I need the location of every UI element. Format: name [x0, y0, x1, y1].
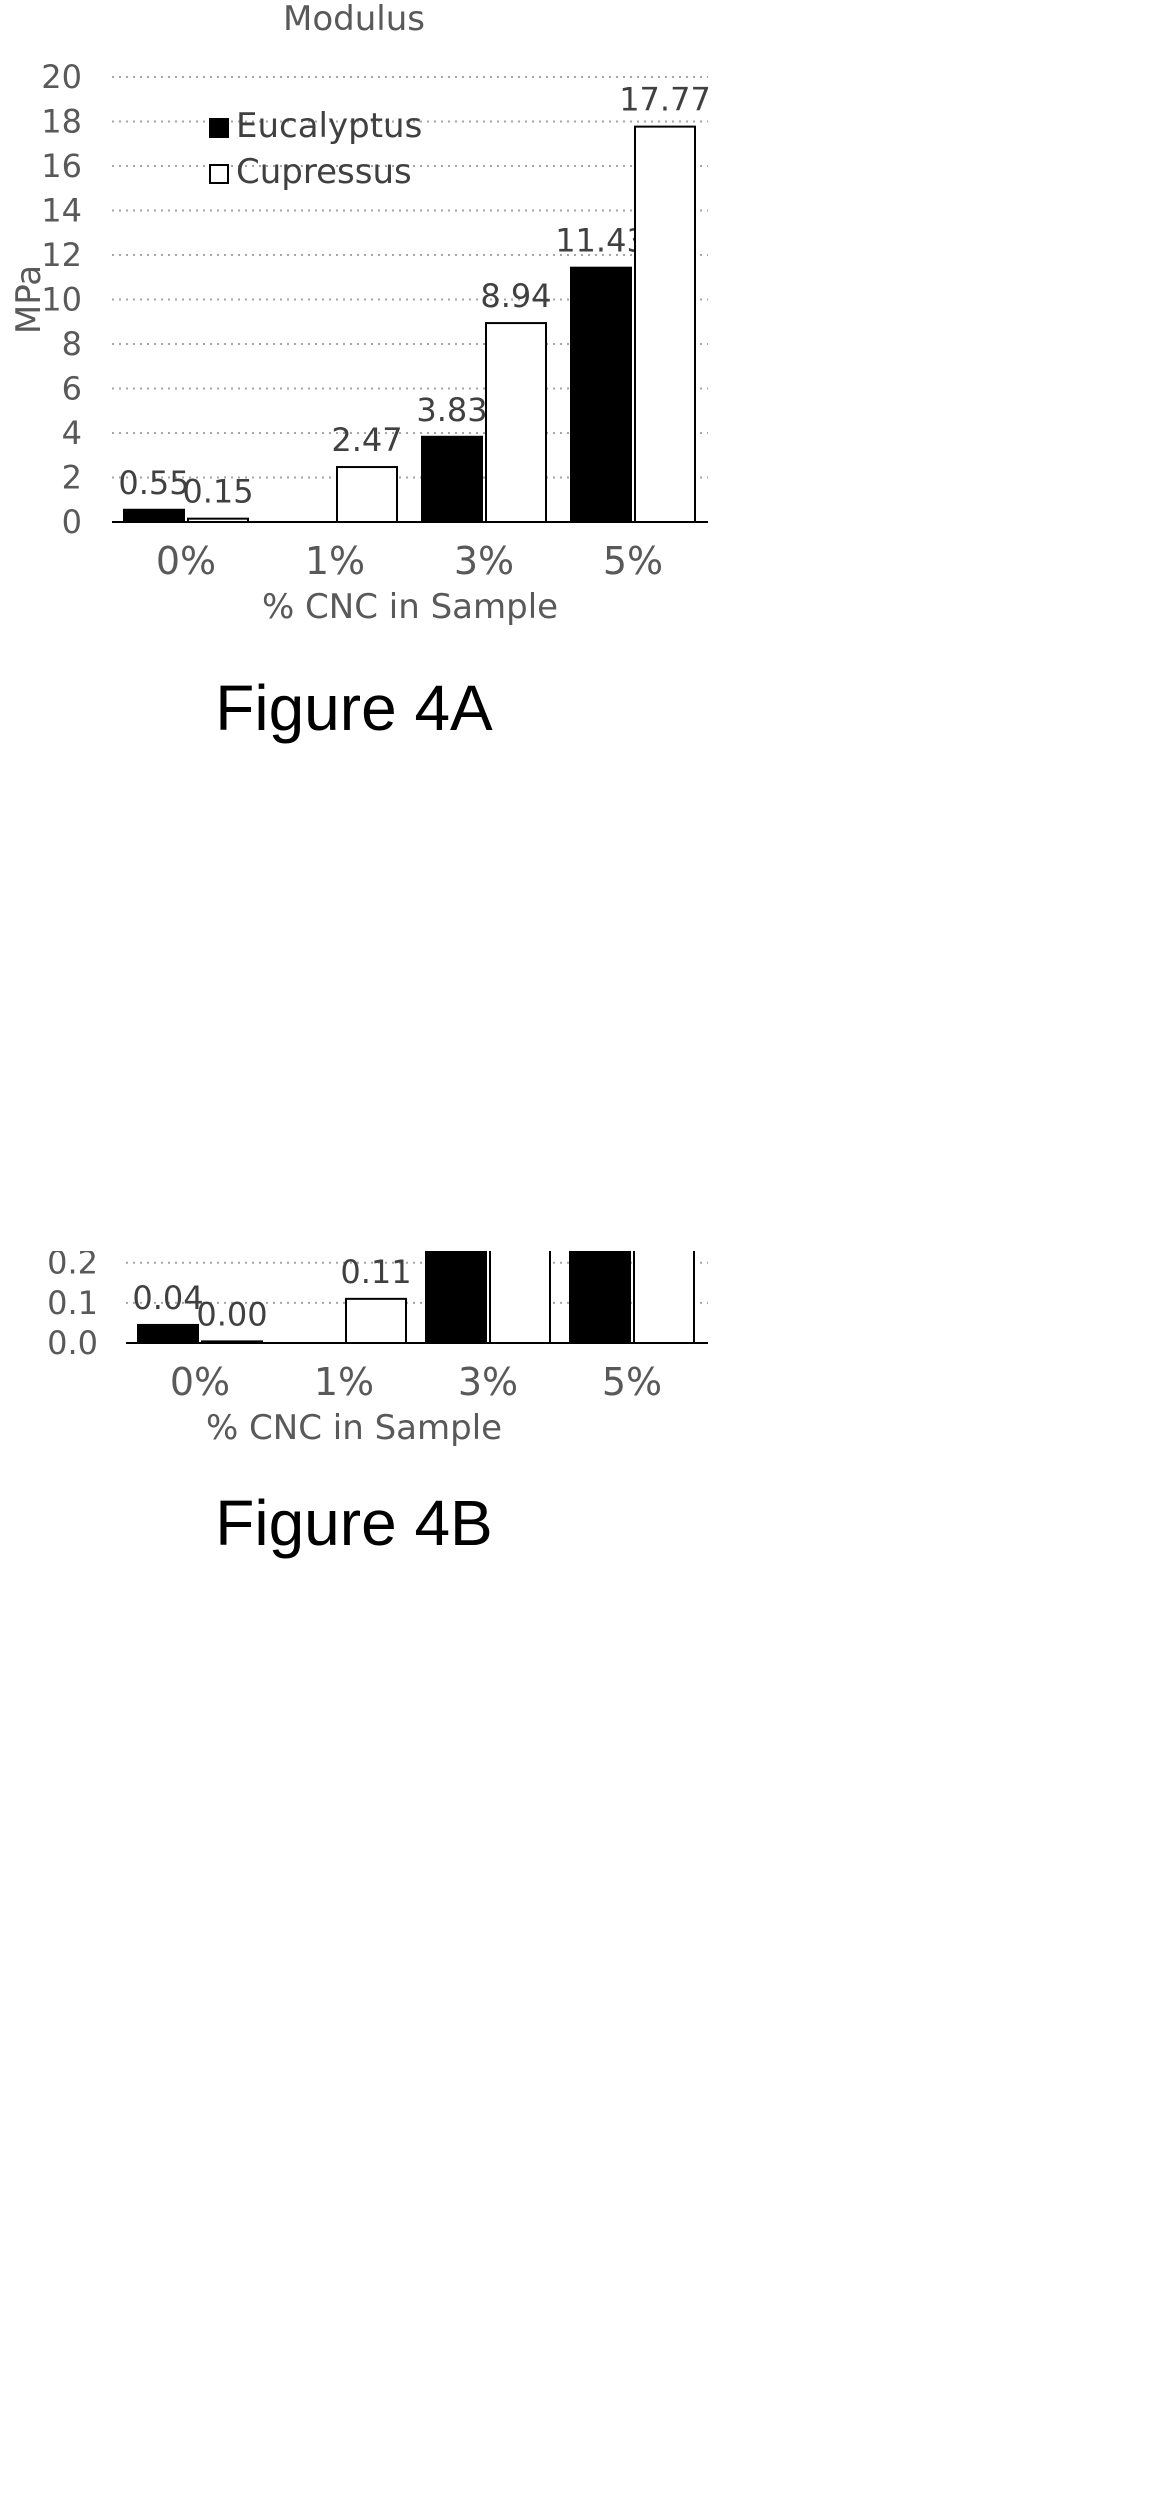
y-tick-label: 0.2	[47, 1251, 98, 1282]
legend-label-cupressus: Cupressus	[236, 152, 412, 192]
x-tick-label: 3%	[458, 1360, 518, 1404]
y-tick-label: 16	[41, 147, 82, 185]
data-label: 17.77	[619, 81, 711, 119]
x-tick-label: 3%	[454, 539, 514, 583]
y-tick-label: 0.0	[47, 1324, 98, 1362]
x-tick-label: 5%	[603, 539, 663, 583]
bar-eucalyptus-3	[570, 266, 632, 523]
figure-caption: Figure 4A	[215, 672, 493, 744]
y-tick-label: 12	[41, 236, 82, 274]
data-label: 0.04	[132, 1279, 203, 1317]
compressive-stress-chart: Compressive stress at Maximum Compressiv…	[47, 1251, 708, 1559]
bar-cupressus-3	[634, 125, 696, 524]
bar-cupressus-2	[485, 322, 547, 523]
data-label: 8.94	[480, 277, 551, 315]
x-axis-label: % CNC in Sample	[206, 1408, 502, 1448]
x-axis-label: % CNC in Sample	[262, 587, 558, 627]
y-tick-label: 0	[62, 503, 82, 541]
data-label: 0.15	[182, 473, 253, 511]
y-tick-label: 14	[41, 192, 82, 230]
y-tick-label: 10	[41, 281, 82, 319]
legend-label-eucalyptus: Eucalyptus	[236, 106, 422, 146]
figure-caption: Figure 4B	[215, 1487, 492, 1559]
bar-cupressus-2	[489, 1251, 551, 1344]
chart-title: Modulus	[283, 0, 425, 39]
y-tick-label: 8	[62, 325, 82, 363]
bar-cupressus-0	[201, 1340, 263, 1345]
bar-eucalyptus-0	[123, 508, 185, 524]
y-axis-label: MPa	[9, 265, 49, 334]
bar-eucalyptus-2	[425, 1251, 487, 1344]
legend-swatch-cupressus	[209, 164, 229, 184]
y-tick-label: 18	[41, 103, 82, 141]
bar-cupressus-0	[187, 517, 249, 523]
y-tick-label: 2	[62, 459, 82, 497]
bar-eucalyptus-3	[569, 1251, 631, 1344]
x-tick-label: 5%	[602, 1360, 662, 1404]
x-tick-label: 1%	[314, 1360, 374, 1404]
data-label: 0.00	[196, 1295, 267, 1333]
x-tick-label: 0%	[170, 1360, 230, 1404]
data-label: 0.55	[118, 464, 189, 502]
x-tick-label: 0%	[156, 539, 216, 583]
y-tick-label: 6	[62, 370, 82, 408]
bar-cupressus-3	[633, 1251, 695, 1344]
data-label: 0.11	[340, 1253, 411, 1291]
modulus-chart: Modulus 0 2 4 6 8 10 12 14 16 18 20 MPa 0% 0.550.15 1% 2…	[9, 0, 711, 744]
data-label: 2.47	[331, 421, 402, 459]
bar-eucalyptus-0	[137, 1323, 199, 1344]
y-tick-label: 20	[41, 58, 82, 96]
legend-swatch-eucalyptus	[209, 118, 229, 138]
bar-cupressus-1	[336, 466, 398, 524]
y-tick-label: 4	[62, 414, 82, 452]
data-label: 11.43	[555, 222, 647, 260]
y-tick-label: 0.1	[47, 1284, 98, 1322]
data-label: 3.83	[416, 391, 487, 429]
x-tick-label: 1%	[305, 539, 365, 583]
bar-eucalyptus-2	[421, 435, 483, 523]
bar-cupressus-1	[345, 1297, 407, 1344]
